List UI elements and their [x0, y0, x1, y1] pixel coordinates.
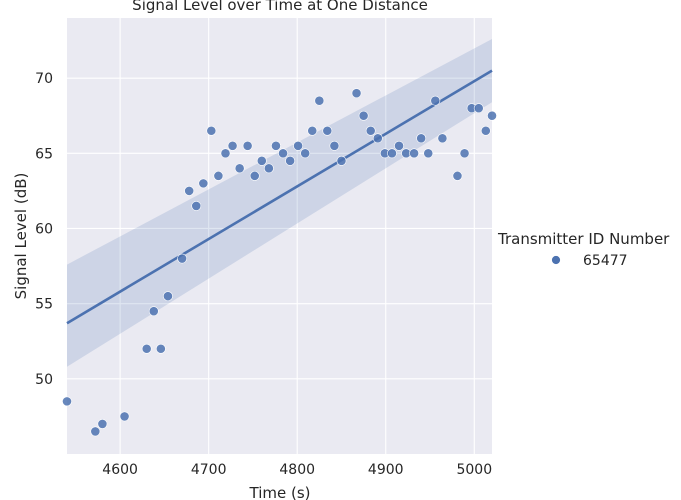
data-point [387, 148, 397, 159]
data-point [256, 155, 267, 166]
y-tick-label: 70 [35, 71, 53, 87]
data-point [452, 170, 463, 181]
data-point [394, 140, 404, 151]
legend-marker [551, 255, 561, 265]
data-point [487, 110, 497, 121]
grid-lines [67, 18, 492, 454]
data-point [314, 95, 325, 106]
data-points [62, 88, 497, 437]
data-point [163, 291, 173, 302]
regression-line-layer [66, 69, 493, 325]
data-point [198, 178, 209, 189]
y-tick-label: 50 [35, 372, 53, 388]
data-point [322, 125, 333, 136]
tick-labels: 4600 4700 4800 4900 5000 50 55 60 65 70 [35, 71, 492, 478]
x-tick-label: 4900 [368, 462, 404, 478]
y-tick-label: 65 [35, 146, 53, 162]
data-point [213, 170, 224, 181]
data-point [184, 185, 195, 196]
data-point [234, 163, 245, 174]
data-point [459, 148, 470, 159]
confidence-band [67, 39, 492, 367]
data-point [242, 140, 253, 151]
data-point [141, 343, 152, 354]
legend-entry-label: 65477 [583, 253, 628, 269]
data-point [278, 148, 288, 159]
chart-title: Signal Level over Time at One Distance [132, 0, 428, 14]
data-point [430, 95, 441, 106]
legend: Transmitter ID Number 65477 [497, 230, 670, 269]
data-point [365, 125, 376, 136]
plot-area [67, 18, 492, 454]
data-point [423, 148, 434, 159]
data-point [90, 426, 101, 437]
data-point [293, 140, 303, 151]
data-point [336, 155, 347, 166]
data-point [473, 103, 484, 114]
regression-line [66, 69, 493, 325]
y-tick-label: 55 [35, 297, 53, 313]
data-point [227, 140, 238, 151]
data-point [249, 170, 260, 181]
data-point [119, 411, 130, 422]
confidence-band-layer [67, 39, 492, 367]
data-point [155, 343, 166, 354]
data-point [97, 419, 108, 429]
data-point [416, 133, 427, 144]
data-point [263, 163, 274, 174]
y-tick-label: 60 [35, 221, 53, 237]
data-point [177, 253, 188, 264]
data-point [191, 201, 202, 211]
data-point [409, 148, 419, 159]
data-point [329, 140, 340, 151]
x-tick-label: 4700 [191, 462, 227, 478]
data-point [437, 133, 448, 144]
data-point [358, 110, 369, 121]
x-tick-label: 5000 [456, 462, 492, 478]
data-point [300, 148, 311, 159]
data-point [480, 125, 491, 136]
data-point [285, 155, 296, 166]
data-point [271, 140, 281, 151]
data-point [148, 306, 159, 317]
data-point [372, 133, 383, 144]
data-point [307, 125, 318, 136]
x-tick-label: 4800 [279, 462, 315, 478]
data-point [351, 88, 362, 99]
data-point [220, 148, 231, 159]
x-tick-label: 4600 [102, 462, 138, 478]
x-axis-label: Time (s) [249, 484, 311, 500]
data-point [62, 396, 72, 407]
legend-title: Transmitter ID Number [497, 230, 670, 248]
y-axis-label: Signal Level (dB) [12, 173, 30, 300]
data-point [206, 125, 217, 136]
